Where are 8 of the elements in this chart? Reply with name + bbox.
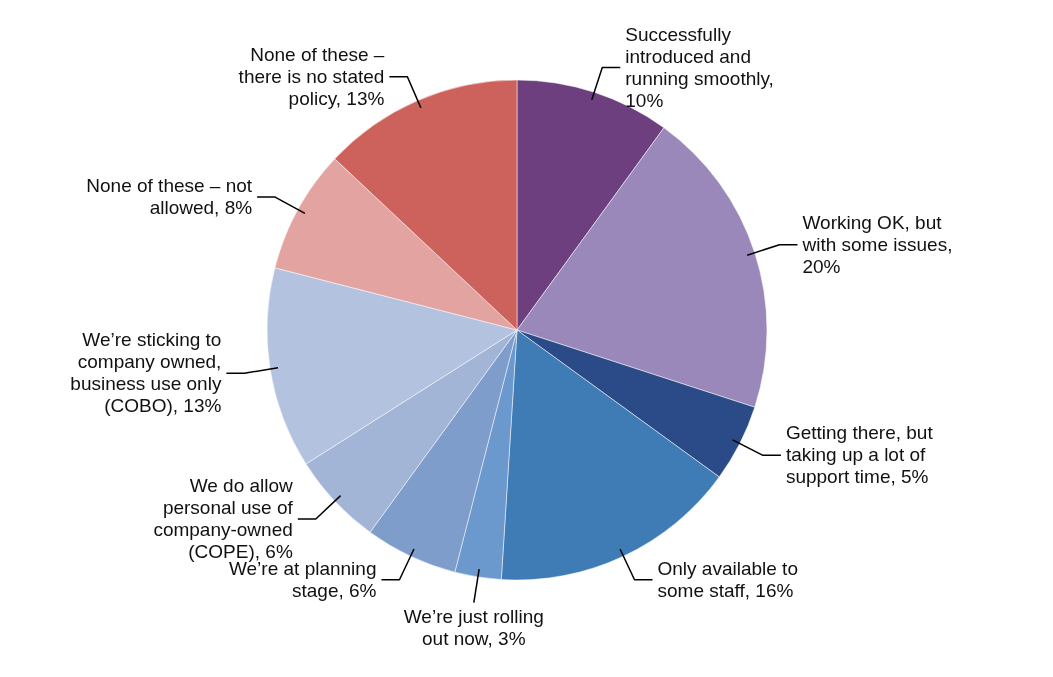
slice-label: Working OK, but with some issues, 20% <box>801 211 953 277</box>
slice-label: We’re sticking to company owned, business use only (COBO), 13% <box>70 329 222 417</box>
slice-label: Only available to some staff, 16% <box>657 557 798 601</box>
slice-label: None of these – not allowed, 8% <box>86 175 253 219</box>
slice-label: We’re just rolling out now, 3% <box>403 605 544 649</box>
slice-label: Getting there, but taking up a lot of support time, 5% <box>785 422 934 488</box>
slice-label: Successfully introduced and running smoothly, 10% <box>625 23 774 111</box>
slice-label: None of these – there is no stated policy, 13% <box>238 43 385 109</box>
